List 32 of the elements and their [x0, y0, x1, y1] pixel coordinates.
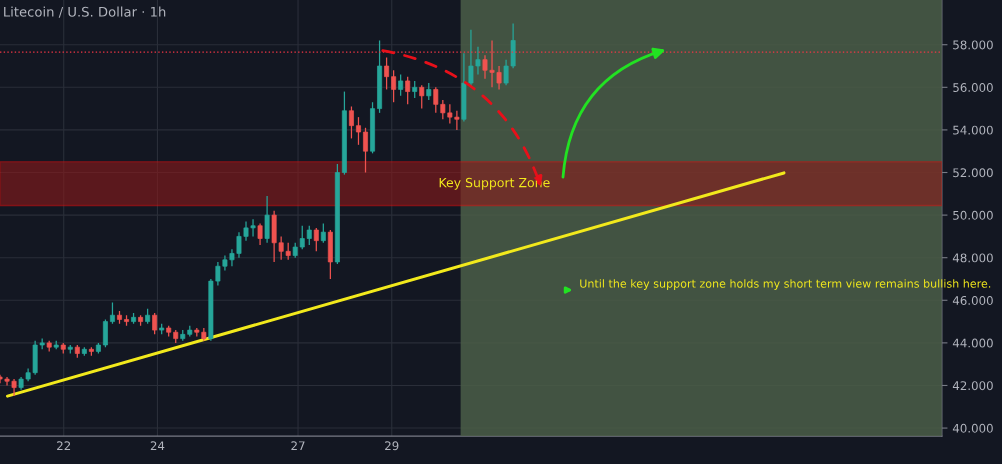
x-tick-label: 29: [385, 441, 399, 451]
y-tick-label: 48.000: [952, 253, 993, 263]
candlestick: [320, 222, 326, 244]
y-tick-label: 54.000: [953, 125, 993, 135]
candlestick: [264, 195, 270, 244]
y-tick-label: 50.000: [953, 210, 993, 220]
candlestick: [356, 116, 361, 146]
y-tick-label: 42.000: [952, 381, 993, 391]
candlestick: [102, 318, 108, 348]
candlestick: [152, 312, 158, 335]
y-tick-label: 58.000: [953, 40, 993, 50]
candlestick: [405, 76, 411, 105]
candlestick: [313, 227, 319, 252]
y-tick-label: 56.000: [953, 83, 993, 92]
chart-title: Litecoin / U.S. Dollar · 1h: [4, 6, 166, 18]
y-tick-label: 52.000: [953, 168, 993, 178]
y-tick-label: 40.000: [952, 423, 993, 433]
candlestick: [110, 301, 115, 325]
x-tick-label: 27: [291, 441, 305, 450]
candlestick: [257, 222, 263, 246]
candlestick: [391, 69, 397, 103]
y-tick-label: 44.000: [952, 338, 993, 348]
annotation: Until the key support zone holds my short term view remains bullish here.: [580, 279, 991, 290]
candlestick: [419, 84, 425, 110]
x-tick-label: 24: [150, 441, 165, 450]
candlestick: [363, 127, 368, 174]
candlestick: [348, 105, 354, 140]
candlestick: [384, 56, 390, 91]
candlestick: [306, 225, 312, 246]
y-tick-label: 46.000: [952, 296, 993, 305]
candlestick: [398, 73, 404, 97]
x-tick-label: 22: [57, 441, 71, 450]
